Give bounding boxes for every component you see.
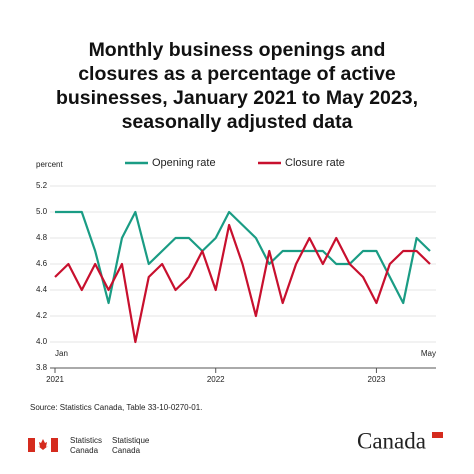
y-tick-label: 4.8: [36, 233, 48, 242]
source: Source: Statistics Canada, Table 33-10-0…: [30, 403, 202, 412]
legend-label: Closure rate: [285, 157, 345, 169]
footer-text: Canada: [112, 446, 141, 455]
y-tick-label: 5.2: [36, 181, 48, 190]
y-tick-label: 4.2: [36, 311, 48, 320]
x-tick-label: 2021: [46, 375, 64, 384]
wordmark-flag: [432, 432, 443, 438]
y-tick-label: 4.4: [36, 285, 48, 294]
y-tick-label: 5.0: [36, 207, 48, 216]
x-tick-label: 2023: [368, 375, 386, 384]
y-axis-label: percent: [36, 160, 63, 169]
y-tick-label: 4.6: [36, 259, 48, 268]
y-tick-label: 3.8: [36, 363, 48, 372]
flag: [28, 438, 58, 452]
x-tick-label: 2022: [207, 375, 225, 384]
y-tick-label: 4.0: [36, 337, 48, 346]
footer-text: Statistics: [70, 436, 102, 445]
annotation: Jan: [55, 349, 68, 358]
legend-label: Opening rate: [152, 157, 216, 169]
annotation: May: [421, 349, 436, 358]
footer-text: Statistique: [112, 436, 150, 445]
series-line: [54, 223, 431, 344]
wordmark: Canada: [357, 428, 426, 453]
series-line: [55, 210, 431, 305]
chart-title: Monthly business openings and closures a…: [55, 39, 419, 133]
footer-text: Canada: [70, 446, 99, 455]
